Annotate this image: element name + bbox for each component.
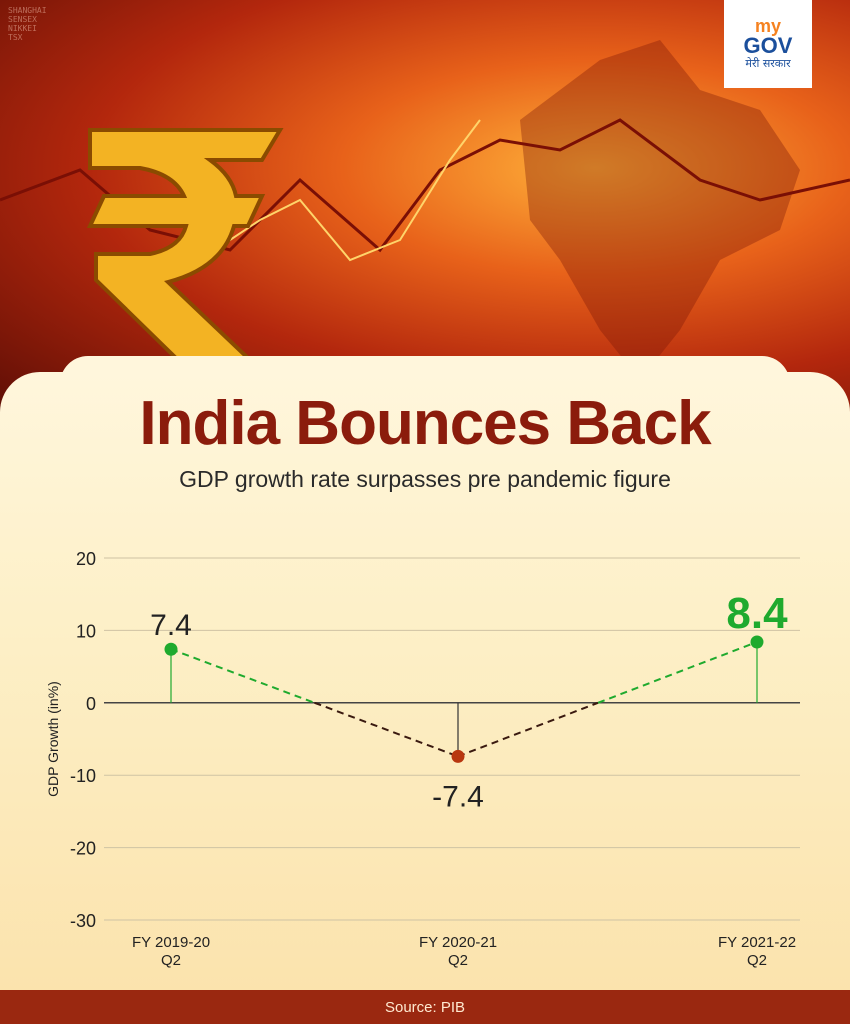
series-segment xyxy=(170,648,315,704)
mygov-logo: my GOV मेरी सरकार xyxy=(724,0,812,88)
source-text: Source: PIB xyxy=(384,998,466,1016)
trend-line-red xyxy=(0,118,850,253)
content-panel xyxy=(0,372,850,990)
source-footer: Source: PIB xyxy=(0,990,850,1024)
banner-graphic xyxy=(0,40,850,380)
y-tick-label: 20 xyxy=(76,549,96,569)
series-segment xyxy=(314,701,459,758)
trend-line-yellow xyxy=(199,119,481,262)
header-banner: SHANGHAI SENSEX NIKKEI TSX xyxy=(0,0,850,420)
x-tick-label: Q2 xyxy=(161,952,181,969)
page-subtitle: GDP growth rate surpasses pre pandemic f… xyxy=(179,466,671,492)
logo-my: my xyxy=(754,16,781,36)
logo-gov: GOV xyxy=(743,33,793,58)
data-point xyxy=(451,749,465,763)
data-label: 7.4 xyxy=(150,609,192,642)
x-tick-label: FY 2021-22 xyxy=(718,934,796,951)
series-segment xyxy=(457,701,599,758)
y-axis-label: GDP Growth (in%) xyxy=(45,681,61,797)
x-tick-label: FY 2019-20 xyxy=(132,934,210,951)
y-tick-label: 10 xyxy=(76,621,96,641)
gdp-growth-chart: 20 10 0 -10 -20 -30 GDP Growth (in%) 7.4 -7.4 8.4… xyxy=(45,549,800,969)
y-tick-label: 0 xyxy=(86,694,96,714)
y-tick-label: -30 xyxy=(70,911,96,931)
data-label: -7.4 xyxy=(432,780,484,813)
y-tick-label: -20 xyxy=(70,839,96,859)
x-tick-label: Q2 xyxy=(747,952,767,969)
dotted-map-shape xyxy=(520,40,800,380)
rupee-symbol xyxy=(86,128,284,362)
data-point xyxy=(164,642,178,656)
logo-hindi-text: मेरी सरकार xyxy=(745,57,791,70)
y-tick-label: -10 xyxy=(70,766,96,786)
page-title: India Bounces Back xyxy=(139,389,711,458)
x-tick-label: FY 2020-21 xyxy=(419,934,497,951)
series-segment xyxy=(597,641,758,704)
ticker-text-decoration: SHANGHAI SENSEX NIKKEI TSX xyxy=(8,6,47,42)
x-tick-label: Q2 xyxy=(448,952,468,969)
data-label: 8.4 xyxy=(726,589,788,638)
data-point xyxy=(750,635,764,649)
